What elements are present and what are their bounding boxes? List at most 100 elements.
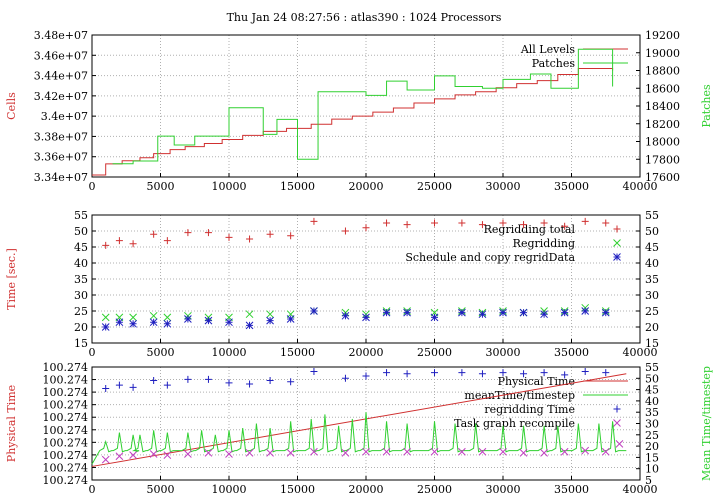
data-point xyxy=(310,307,318,315)
y-tick-label: 50 xyxy=(74,225,88,238)
data-point xyxy=(403,221,411,229)
y2-tick-label: 19000 xyxy=(645,47,680,60)
data-point xyxy=(341,449,350,457)
legend: Physical TimemeanTime/timestepregridding… xyxy=(454,375,628,430)
series-line xyxy=(91,412,627,465)
data-point xyxy=(499,447,507,456)
data-point xyxy=(561,222,569,230)
data-point xyxy=(225,233,233,241)
x-tick-label: 30000 xyxy=(486,180,521,193)
data-point xyxy=(520,370,528,378)
y-tick-label: 3.48e+07 xyxy=(34,29,88,42)
y2-tick-label: 50 xyxy=(645,372,659,385)
data-point xyxy=(310,447,318,456)
data-point xyxy=(430,447,439,456)
x-tick-label: 40000 xyxy=(623,180,658,193)
legend-label: Patches xyxy=(532,57,576,70)
data-point xyxy=(602,369,610,377)
data-point xyxy=(403,447,411,456)
y2-tick-label: 18600 xyxy=(645,82,680,95)
data-point xyxy=(266,377,274,385)
data-point xyxy=(540,219,548,227)
data-point xyxy=(431,369,438,377)
y-tick-label: 100.274 xyxy=(43,474,89,487)
y-axis-label: Cells xyxy=(5,92,18,120)
y2-tick-label: 18200 xyxy=(645,118,680,131)
chart-title: Thu Jan 24 08:27:56 : atlas390 : 1024 Pr… xyxy=(227,11,502,24)
data-point xyxy=(149,318,158,327)
panel-3: 0 5000 10000 15000 20000 25000 30000 35000 40000… xyxy=(5,361,713,496)
y-tick-label: 100.274 xyxy=(43,399,89,412)
y-tick-label: 3.4e+07 xyxy=(41,110,88,123)
plot-frame xyxy=(91,366,641,481)
y-tick-label: 3.38e+07 xyxy=(34,130,88,143)
x-tick-label: 15000 xyxy=(280,180,315,193)
data-point xyxy=(287,232,295,240)
y2-tick-label: 40 xyxy=(645,257,659,270)
series-regridding-time xyxy=(102,368,610,392)
data-point xyxy=(499,369,507,377)
panel-1: 0 5000 10000 15000 20000 25000 30000 35000 40000… xyxy=(5,29,713,193)
y2-tick-label: 55 xyxy=(645,361,659,374)
x-tick-label: 30000 xyxy=(486,346,521,359)
y-tick-label: 100.274 xyxy=(43,361,89,374)
data-point xyxy=(129,383,137,391)
legend-label: Physical Time xyxy=(498,375,575,388)
data-point xyxy=(204,375,212,383)
data-point xyxy=(540,310,548,319)
y2-tick-label: 20 xyxy=(645,440,659,453)
y2-tick-label: 18000 xyxy=(645,136,680,149)
y2-tick-label: 20 xyxy=(645,321,659,334)
y-tick-label: 40 xyxy=(74,257,88,270)
panel-2: 0 5000 10000 15000 20000 25000 30000 35000 40000… xyxy=(5,209,659,359)
legend-marker xyxy=(613,419,621,427)
y-tick-label: 100.274 xyxy=(43,386,89,399)
data-point xyxy=(581,368,589,376)
data-point xyxy=(382,308,391,317)
x-tick-label: 0 xyxy=(89,346,96,359)
y2-tick-label: 35 xyxy=(645,406,659,419)
x-tick-label: 40000 xyxy=(623,483,658,496)
y-axis-label: Physical Time xyxy=(5,385,18,462)
y-tick-label: 100.274 xyxy=(43,449,89,462)
x-tick-label: 0 xyxy=(89,483,96,496)
data-point xyxy=(245,449,254,457)
x-tick-label: 15000 xyxy=(280,346,315,359)
y2-tick-label: 15 xyxy=(645,451,659,464)
data-point xyxy=(362,313,370,322)
data-point xyxy=(458,369,466,377)
data-point xyxy=(362,447,370,456)
data-point xyxy=(150,230,158,238)
series-task-graph-recompile xyxy=(101,439,624,464)
legend-label: meanTime/timestep xyxy=(464,389,575,402)
y-tick-label: 100.274 xyxy=(43,436,89,449)
data-point xyxy=(163,381,171,389)
data-point xyxy=(341,374,349,382)
data-point xyxy=(246,380,254,388)
x-tick-label: 40000 xyxy=(623,346,658,359)
data-point xyxy=(362,372,370,380)
y2-tick-label: 25 xyxy=(645,305,659,318)
x-tick-label: 10000 xyxy=(212,483,247,496)
x-tick-label: 25000 xyxy=(417,483,452,496)
y2-tick-label: 5 xyxy=(645,474,652,487)
y-tick-label: 3.44e+07 xyxy=(34,70,88,83)
y2-tick-label: 40 xyxy=(645,395,659,408)
y-tick-label: 3.46e+07 xyxy=(34,49,88,62)
y-tick-label: 100.274 xyxy=(43,461,89,474)
y2-axis-label: Mean Time/timestep xyxy=(700,366,713,481)
data-point xyxy=(245,310,254,319)
y-tick-label: 15 xyxy=(74,337,88,350)
data-point xyxy=(163,313,172,322)
data-point xyxy=(115,381,123,389)
x-tick-label: 35000 xyxy=(554,180,589,193)
y-tick-label: 30 xyxy=(74,289,88,302)
y-tick-label: 35 xyxy=(74,273,88,286)
legend-marker xyxy=(613,225,621,233)
x-tick-label: 10000 xyxy=(212,180,247,193)
data-point xyxy=(266,316,274,325)
y-tick-label: 100.274 xyxy=(43,411,89,424)
data-point xyxy=(286,315,295,323)
legend-marker xyxy=(613,253,621,261)
data-point xyxy=(129,451,137,459)
